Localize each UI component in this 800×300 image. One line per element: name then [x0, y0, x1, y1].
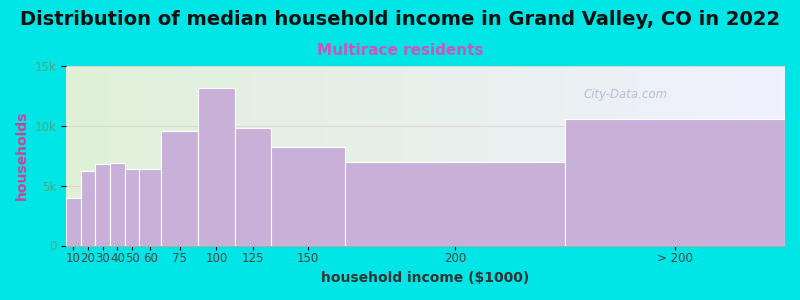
Bar	[95, 164, 110, 245]
Text: Multirace residents: Multirace residents	[317, 43, 483, 58]
Bar	[139, 169, 162, 245]
X-axis label: household income ($1000): household income ($1000)	[322, 271, 530, 285]
Text: Distribution of median household income in Grand Valley, CO in 2022: Distribution of median household income …	[20, 10, 780, 29]
Bar	[345, 162, 565, 245]
Bar	[110, 163, 125, 245]
Bar	[565, 119, 785, 245]
Y-axis label: households: households	[15, 111, 29, 200]
Bar	[81, 171, 95, 245]
Bar	[198, 88, 234, 245]
Bar	[125, 169, 139, 245]
Text: City-Data.com: City-Data.com	[584, 88, 668, 100]
Bar	[271, 147, 345, 245]
Bar	[234, 128, 271, 245]
Bar	[162, 130, 198, 245]
Bar	[66, 198, 81, 245]
